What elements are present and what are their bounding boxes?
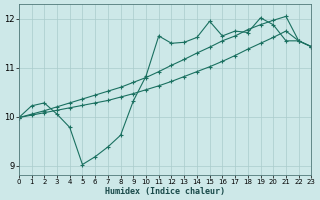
- X-axis label: Humidex (Indice chaleur): Humidex (Indice chaleur): [105, 187, 225, 196]
